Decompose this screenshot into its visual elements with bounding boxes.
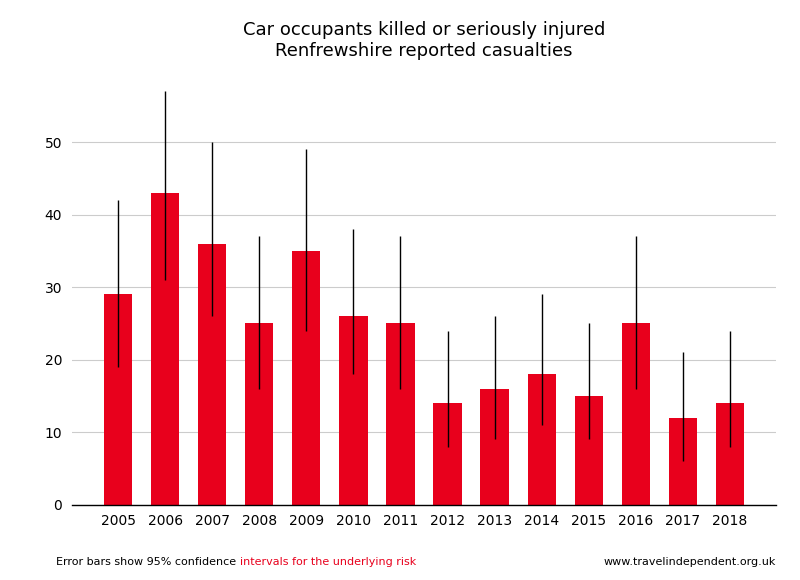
Bar [292, 251, 321, 505]
Text: Error bars show 95% confidence: Error bars show 95% confidence [56, 557, 240, 567]
Bar [669, 418, 697, 505]
Bar [198, 244, 226, 505]
Bar [339, 316, 367, 505]
Bar [574, 396, 603, 505]
Text: intervals for the underlying risk: intervals for the underlying risk [240, 557, 416, 567]
Bar [481, 389, 509, 505]
Text: www.travelindependent.org.uk: www.travelindependent.org.uk [604, 557, 776, 567]
Bar [245, 324, 274, 505]
Bar [434, 403, 462, 505]
Title: Car occupants killed or seriously injured
Renfrewshire reported casualties: Car occupants killed or seriously injure… [243, 21, 605, 60]
Bar [151, 193, 179, 505]
Bar [716, 403, 744, 505]
Bar [104, 295, 132, 505]
Bar [527, 374, 556, 505]
Bar [386, 324, 414, 505]
Bar [622, 324, 650, 505]
